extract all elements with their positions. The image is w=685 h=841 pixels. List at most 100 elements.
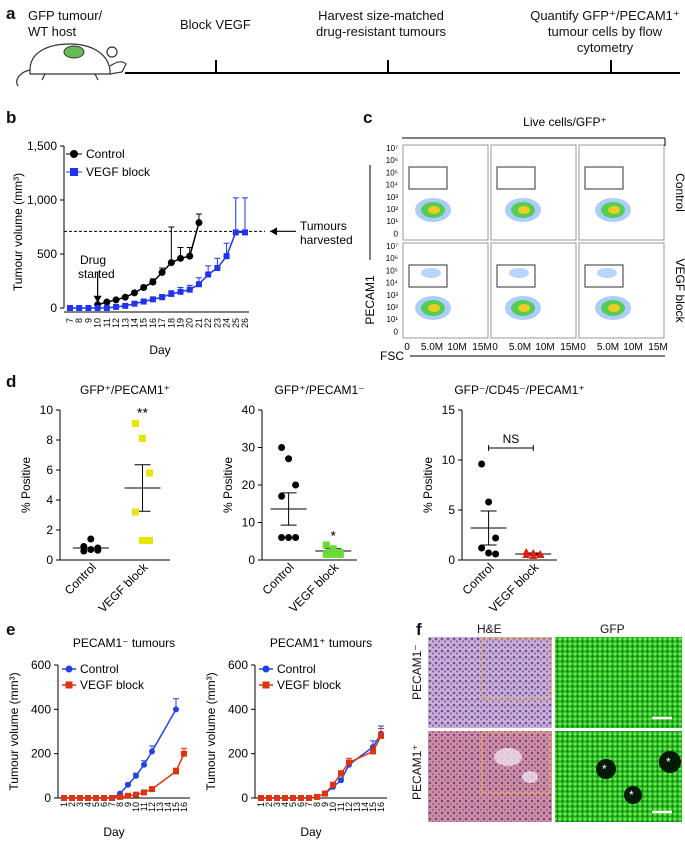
b-point-vegf — [113, 303, 120, 310]
e-point — [314, 793, 320, 800]
d-title: GFP⁺/PECAM1⁺ — [80, 383, 170, 397]
b-point-control — [130, 289, 138, 297]
d-point — [536, 551, 545, 558]
c-xtick-label: 5.0M — [509, 342, 531, 353]
e-xtick-label: 13 — [155, 802, 165, 812]
b-xtick-label: 20 — [185, 318, 195, 328]
step-harvest: Harvest size-matched drug-resistant tumo… — [316, 8, 447, 39]
e-ytick-label: 600 — [31, 658, 51, 672]
b-xlabel: Day — [149, 343, 170, 357]
e-point — [173, 706, 179, 713]
d-point — [485, 498, 493, 506]
b-ytick-label: 1,500 — [27, 139, 57, 153]
b-drug-1: Drug — [80, 253, 106, 267]
e-point — [69, 795, 75, 801]
e-xtick-label: 16 — [376, 802, 386, 812]
c-xtick-label: 10M — [623, 342, 642, 353]
e-title: PECAM1⁻ tumours — [73, 636, 175, 650]
e-xtick-label: 14 — [163, 802, 173, 812]
e-xtick-label: 5 — [288, 802, 298, 807]
c-gate — [584, 166, 624, 190]
c-xtick-label: 10M — [535, 342, 554, 353]
b-xtick-label: 22 — [203, 318, 213, 328]
b-point-vegf — [242, 229, 248, 236]
d-title: GFP⁺/PECAM1⁻ — [274, 383, 364, 397]
d-point — [146, 537, 153, 544]
d-ytick-label: 4 — [46, 493, 53, 507]
e-point — [346, 759, 352, 766]
b-point-vegf — [159, 294, 166, 301]
e-series-line — [261, 735, 382, 799]
f-header-he: H&E — [477, 622, 502, 636]
b-xtick-label: 14 — [129, 318, 139, 328]
svg-text:*: * — [629, 788, 634, 802]
svg-text:*: * — [666, 755, 671, 769]
d-ytick-label: 10 — [242, 516, 256, 530]
c-top-label: Live cells/GFP⁺ — [523, 115, 607, 129]
d-point — [87, 546, 95, 553]
c-xaxis-label: FSC — [380, 349, 404, 363]
c-density-core — [608, 304, 620, 312]
e-point — [125, 781, 131, 788]
d-point — [132, 420, 139, 427]
panel-label-d: d — [6, 372, 17, 391]
d-point — [492, 534, 500, 542]
d-point — [278, 534, 286, 541]
c-ytick-label: 10⁵ — [386, 168, 398, 177]
d-point — [336, 550, 344, 558]
he-inset-pos — [481, 732, 551, 794]
d-point — [139, 435, 146, 442]
e-series-line — [261, 733, 382, 799]
f-header-gfp: GFP — [600, 622, 625, 636]
d-point — [329, 550, 337, 558]
b-xtick-label: 15 — [139, 318, 149, 328]
c-gate — [584, 264, 624, 288]
e-point — [93, 795, 99, 801]
e-point — [61, 795, 67, 801]
e-legend-label: VEGF block — [277, 678, 342, 692]
d-point — [132, 508, 139, 516]
d-significance: NS — [503, 432, 520, 446]
e-xtick-label: 11 — [139, 802, 149, 811]
e-xtick-label: 9 — [123, 802, 133, 807]
e-point — [173, 768, 179, 775]
e-point — [181, 750, 187, 757]
b-xtick-label: 12 — [111, 318, 121, 328]
e-legend-label: VEGF block — [80, 678, 145, 692]
e-xtick-label: 1 — [256, 802, 266, 807]
b-legend-control-marker — [70, 150, 78, 158]
e-legend-marker — [262, 665, 270, 673]
b-point-control — [140, 283, 148, 291]
d-category-label: Control — [459, 560, 496, 597]
b-point-control — [103, 298, 111, 306]
c-xtick-label: 5.0M — [597, 342, 619, 353]
d-category-label: VEGF block — [486, 560, 542, 616]
e-xtick-label: 5 — [91, 802, 101, 807]
b-xtick-label: 16 — [148, 318, 158, 328]
e-xtick-label: 8 — [312, 802, 322, 807]
d-point — [80, 543, 88, 550]
d-significance: ** — [137, 405, 148, 421]
b-point-control — [158, 268, 166, 276]
c-density-core — [428, 304, 440, 312]
e-xtick-label: 6 — [99, 802, 109, 807]
c-ytick-label: 10¹ — [386, 217, 398, 226]
d-ytick-label: 2 — [46, 523, 53, 537]
c-density-core — [518, 206, 530, 214]
e-xtick-label: 13 — [352, 802, 362, 812]
c-flow-plot — [490, 242, 577, 339]
d-point — [522, 551, 531, 558]
b-legend-vegf-marker — [70, 168, 78, 176]
panel-label-b: b — [6, 108, 17, 127]
e-point — [258, 795, 264, 801]
c-density-gated — [597, 268, 617, 278]
panel-label-a: a — [6, 4, 16, 23]
d-ylabel: % Positive — [19, 457, 33, 513]
d-ytick-label: 8 — [46, 433, 53, 447]
d-category-label: Control — [259, 560, 296, 597]
e-xtick-label: 15 — [368, 802, 378, 812]
d-point — [278, 444, 286, 451]
e-xtick-label: 15 — [171, 802, 181, 812]
d-category-label: Control — [62, 560, 99, 597]
